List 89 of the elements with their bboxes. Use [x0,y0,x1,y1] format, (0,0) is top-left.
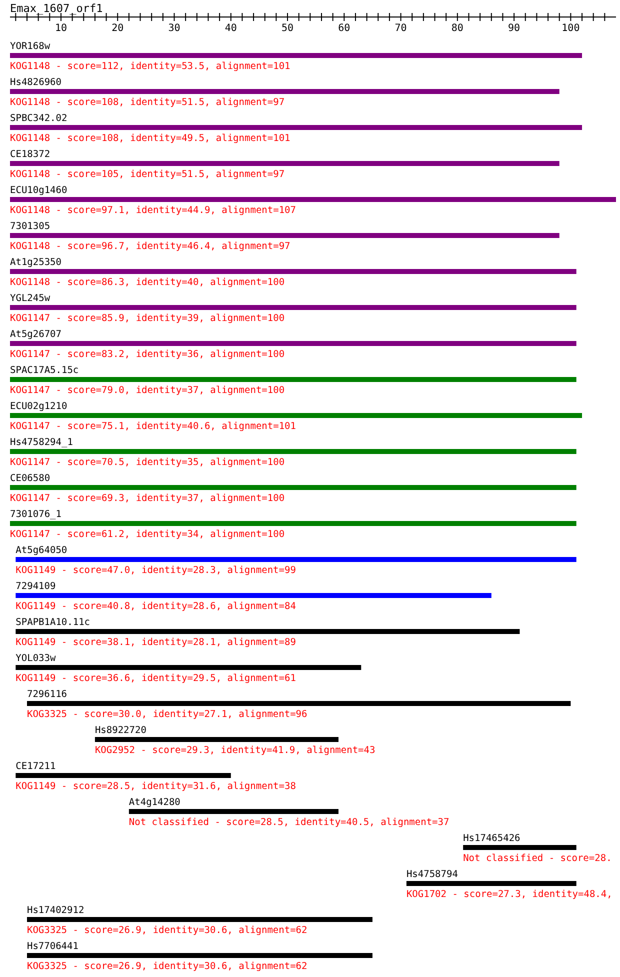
chart-title: Emax_1607_orf1 [10,2,103,15]
y-tick-label: CE06580 [10,473,50,484]
y-tick-label: Hs17465426 [463,833,521,844]
y-tick-label: YOL033w [16,653,56,664]
annotation: KOG3325 - score=26.9, identity=30.6, alignment=62 [26,925,308,936]
y-tick-label: YOR168w [10,41,50,52]
bar [16,629,520,634]
y-tick-label: SPAC17A5.15c [10,365,79,376]
bar [10,53,582,58]
annotation: KOG1149 - score=47.0, identity=28.3, alignment=99 [16,565,296,576]
bar [10,269,576,274]
annotation: Not classified - score=28. [463,853,612,864]
y-tick-label: ECU10g1460 [10,185,68,196]
y-tick-label: At5g26707 [10,329,62,340]
bar [10,233,560,238]
y-tick-label: At1g25350 [10,257,62,268]
annotation: KOG1149 - score=28.5, identity=31.6, alignment=38 [16,781,296,792]
bar [10,89,560,94]
y-tick-label: SPAPB1A10.11c [16,617,90,628]
bar [10,377,576,382]
y-tick-label: At5g64050 [16,545,68,556]
annotation: KOG1148 - score=112, identity=53.5, alignment=101 [10,61,291,72]
x-tick-label: 30 [168,23,180,34]
x-tick-label: 70 [394,23,407,34]
annotation: KOG1702 - score=27.3, identity=48.4, [406,889,612,900]
y-tick-label: 7294109 [16,581,56,592]
annotation: KOG1148 - score=96.7, identity=46.4, alignment=97 [10,241,290,252]
y-tick-label: CE17211 [16,761,56,772]
annotation: KOG1149 - score=40.8, identity=28.6, alignment=84 [16,601,296,612]
y-tick-label: Hs4758294_1 [10,437,74,448]
x-tick-label: 90 [508,23,520,34]
bar [26,953,372,958]
annotation: KOG1149 - score=36.6, identity=29.5, alignment=61 [16,673,296,684]
bar [10,161,560,166]
y-tick-label: 7296116 [26,689,68,700]
bar [10,485,576,490]
annotation: Not classified - score=28.5, identity=40.5, alignment=37 [128,817,450,828]
bar [463,845,576,850]
y-tick-label: SPBC342.02 [10,113,68,124]
y-tick-label: ECU02g1210 [10,401,68,412]
x-tick-label: 20 [112,23,124,34]
bar [10,125,582,130]
bar [10,413,582,418]
bar [128,809,338,814]
bar [10,449,576,454]
annotation: KOG1148 - score=105, identity=51.5, alignment=97 [10,169,285,180]
bar [10,305,576,310]
bar [10,197,616,202]
annotation: KOG1148 - score=86.3, identity=40, alignment=100 [10,277,285,288]
bar [16,593,492,598]
bar [16,557,576,562]
bar [26,701,571,706]
y-tick-label: YGL245w [10,293,50,304]
x-tick-label: 40 [224,23,237,34]
x-tick-label: 80 [451,23,464,34]
bar [94,737,338,742]
annotation: KOG3325 - score=30.0, identity=27.1, alignment=96 [26,709,308,720]
y-tick-label: 7301305 [10,221,50,232]
x-tick-label: 60 [338,23,350,34]
y-tick-label: Hs4758794 [406,869,458,880]
annotation: KOG1147 - score=85.9, identity=39, alignment=100 [10,313,285,324]
bar [16,665,362,670]
x-tick-label: 10 [54,23,67,34]
annotation: KOG1147 - score=83.2, identity=36, alignment=100 [10,349,285,360]
annotation: KOG1147 - score=75.1, identity=40.6, alignment=101 [10,421,296,432]
annotation: KOG3325 - score=26.9, identity=30.6, alignment=62 [26,961,308,972]
bar [16,773,231,778]
x-tick-label: 50 [281,23,294,34]
y-tick-label: 7301076_1 [10,509,62,520]
annotation: KOG1148 - score=108, identity=49.5, alignment=101 [10,133,291,144]
y-tick-label: Hs4826960 [10,77,62,88]
bar [10,341,576,346]
bar [26,917,372,922]
y-tick-label: Hs8922720 [94,725,147,736]
annotation: KOG1149 - score=38.1, identity=28.1, alignment=89 [16,637,296,648]
x-tick-label: 100 [562,23,580,34]
annotation: KOG1147 - score=69.3, identity=37, alignment=100 [10,493,285,504]
annotation: KOG2952 - score=29.3, identity=41.9, alignment=43 [94,745,376,756]
y-tick-label: Hs17402912 [26,905,84,916]
bar [406,881,576,886]
y-tick-label: CE18372 [10,149,50,160]
annotation: KOG1148 - score=108, identity=51.5, alignment=97 [10,97,285,108]
annotation: KOG1147 - score=61.2, identity=34, alignment=100 [10,529,285,540]
annotation: KOG1147 - score=79.0, identity=37, alignment=100 [10,385,285,396]
y-tick-label: At4g14280 [128,797,181,808]
annotation: KOG1147 - score=70.5, identity=35, alignment=100 [10,457,285,468]
bar [10,521,576,526]
y-tick-label: Hs7706441 [26,941,79,952]
annotation: KOG1148 - score=97.1, identity=44.9, alignment=107 [10,205,296,216]
